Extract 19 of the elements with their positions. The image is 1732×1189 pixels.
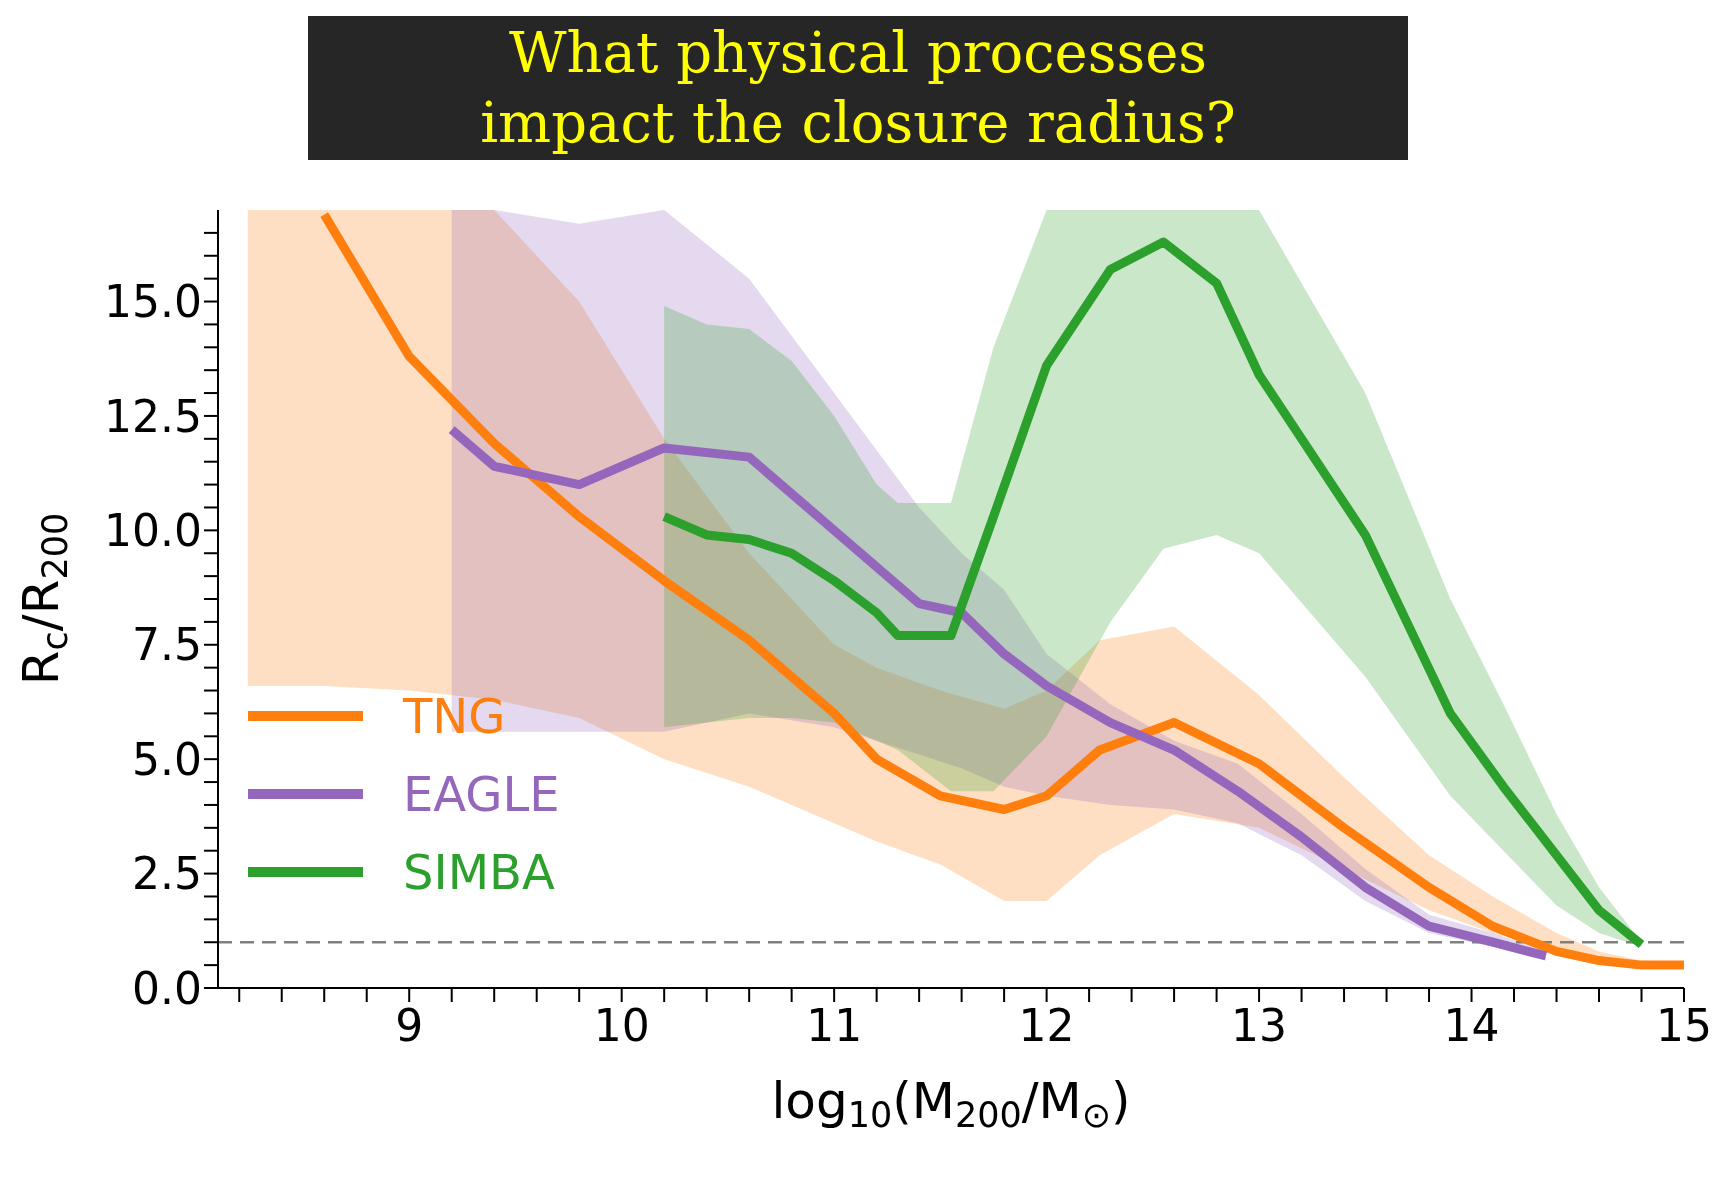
x-tick-label: 15	[1656, 1000, 1712, 1052]
x-tick-label: 12	[1018, 1000, 1075, 1052]
y-tick-label: 12.5	[104, 390, 202, 442]
legend-label: SIMBA	[403, 844, 555, 900]
y-tick-label: 10.0	[104, 504, 202, 556]
y-tick-label: 7.5	[132, 619, 202, 671]
x-tick-label: 10	[593, 1000, 650, 1052]
y-tick-label: 2.5	[132, 848, 202, 900]
x-tick-label: 11	[806, 1000, 863, 1052]
y-tick-label: 15.0	[104, 276, 202, 328]
legend-label: EAGLE	[403, 766, 560, 822]
banner-ribbon: What physical processes impact the closure radius?	[308, 16, 1408, 160]
x-axis-title: log$_{10}$(M$_{200}$/M$_{⊙}$)	[771, 1072, 1131, 1135]
x-tick-label: 14	[1443, 1000, 1500, 1052]
y-tick-label: 0.0	[132, 962, 202, 1014]
x-tick-label: 9	[395, 1000, 424, 1052]
x-tick-label: 13	[1231, 1000, 1288, 1052]
legend-label: TNG	[403, 688, 506, 744]
y-tick-label: 5.0	[132, 733, 202, 785]
